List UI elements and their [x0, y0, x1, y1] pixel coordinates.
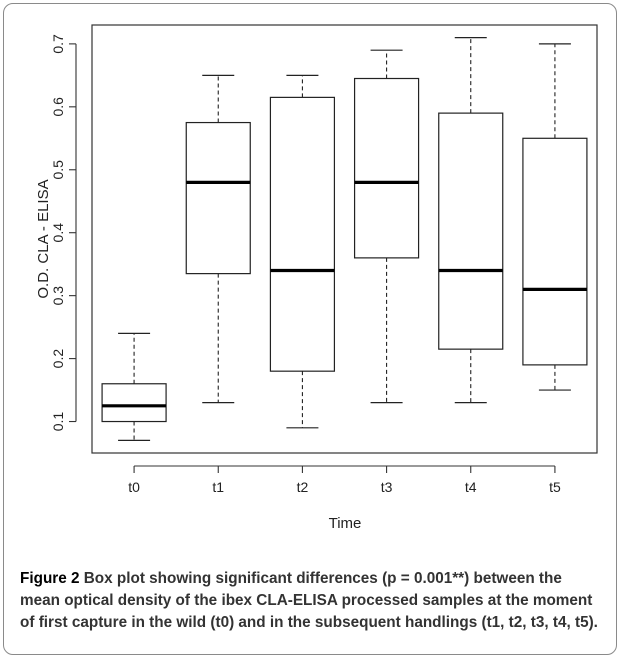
box-t5: [522, 43, 588, 391]
box-t4: [438, 36, 504, 404]
iqr-box: [185, 121, 251, 275]
figure-caption: Figure 2 Box plot showing significant di…: [20, 568, 605, 634]
x-tick-label: t5: [549, 479, 561, 495]
box-t0: [101, 332, 167, 442]
y-tick-label: 0.2: [50, 349, 66, 369]
x-axis-title: Time: [329, 515, 362, 532]
iqr-box: [353, 77, 420, 259]
x-tick-label: t4: [465, 479, 477, 495]
iqr-box: [522, 137, 588, 366]
x-tick-label: t3: [381, 479, 393, 495]
y-tick-label: 0.5: [50, 160, 66, 180]
y-tick-label: 0.7: [50, 34, 66, 54]
box-plot-chart: 0.1 0.2 0.3 0.4 0.5 0.6 0.7 t0 t1 t2 t3 t4 t5 O.D. …: [35, 24, 598, 532]
y-tick-label: 0.3: [50, 286, 66, 306]
x-axis: t0 t1 t2 t3 t4 t5: [128, 465, 561, 495]
boxes: [101, 36, 588, 442]
iqr-box: [269, 96, 336, 372]
y-axis-title: O.D. CLA - ELISA: [35, 179, 52, 298]
x-tick-label: t0: [128, 479, 140, 495]
y-tick-label: 0.6: [50, 97, 66, 117]
box-t1: [185, 74, 251, 404]
y-tick-label: 0.4: [50, 223, 66, 243]
y-axis: 0.1 0.2 0.3 0.4 0.5 0.6 0.7: [50, 34, 77, 432]
iqr-box: [101, 383, 167, 423]
box-t3: [353, 49, 420, 404]
y-tick-label: 0.1: [50, 412, 66, 432]
caption-text: Box plot showing significant differences…: [20, 570, 598, 631]
x-tick-label: t2: [297, 479, 309, 495]
box-t2: [269, 74, 336, 429]
iqr-box: [438, 112, 504, 350]
plot-area-border: [91, 24, 598, 454]
caption-label: Figure 2: [20, 570, 80, 587]
x-tick-label: t1: [212, 479, 224, 495]
